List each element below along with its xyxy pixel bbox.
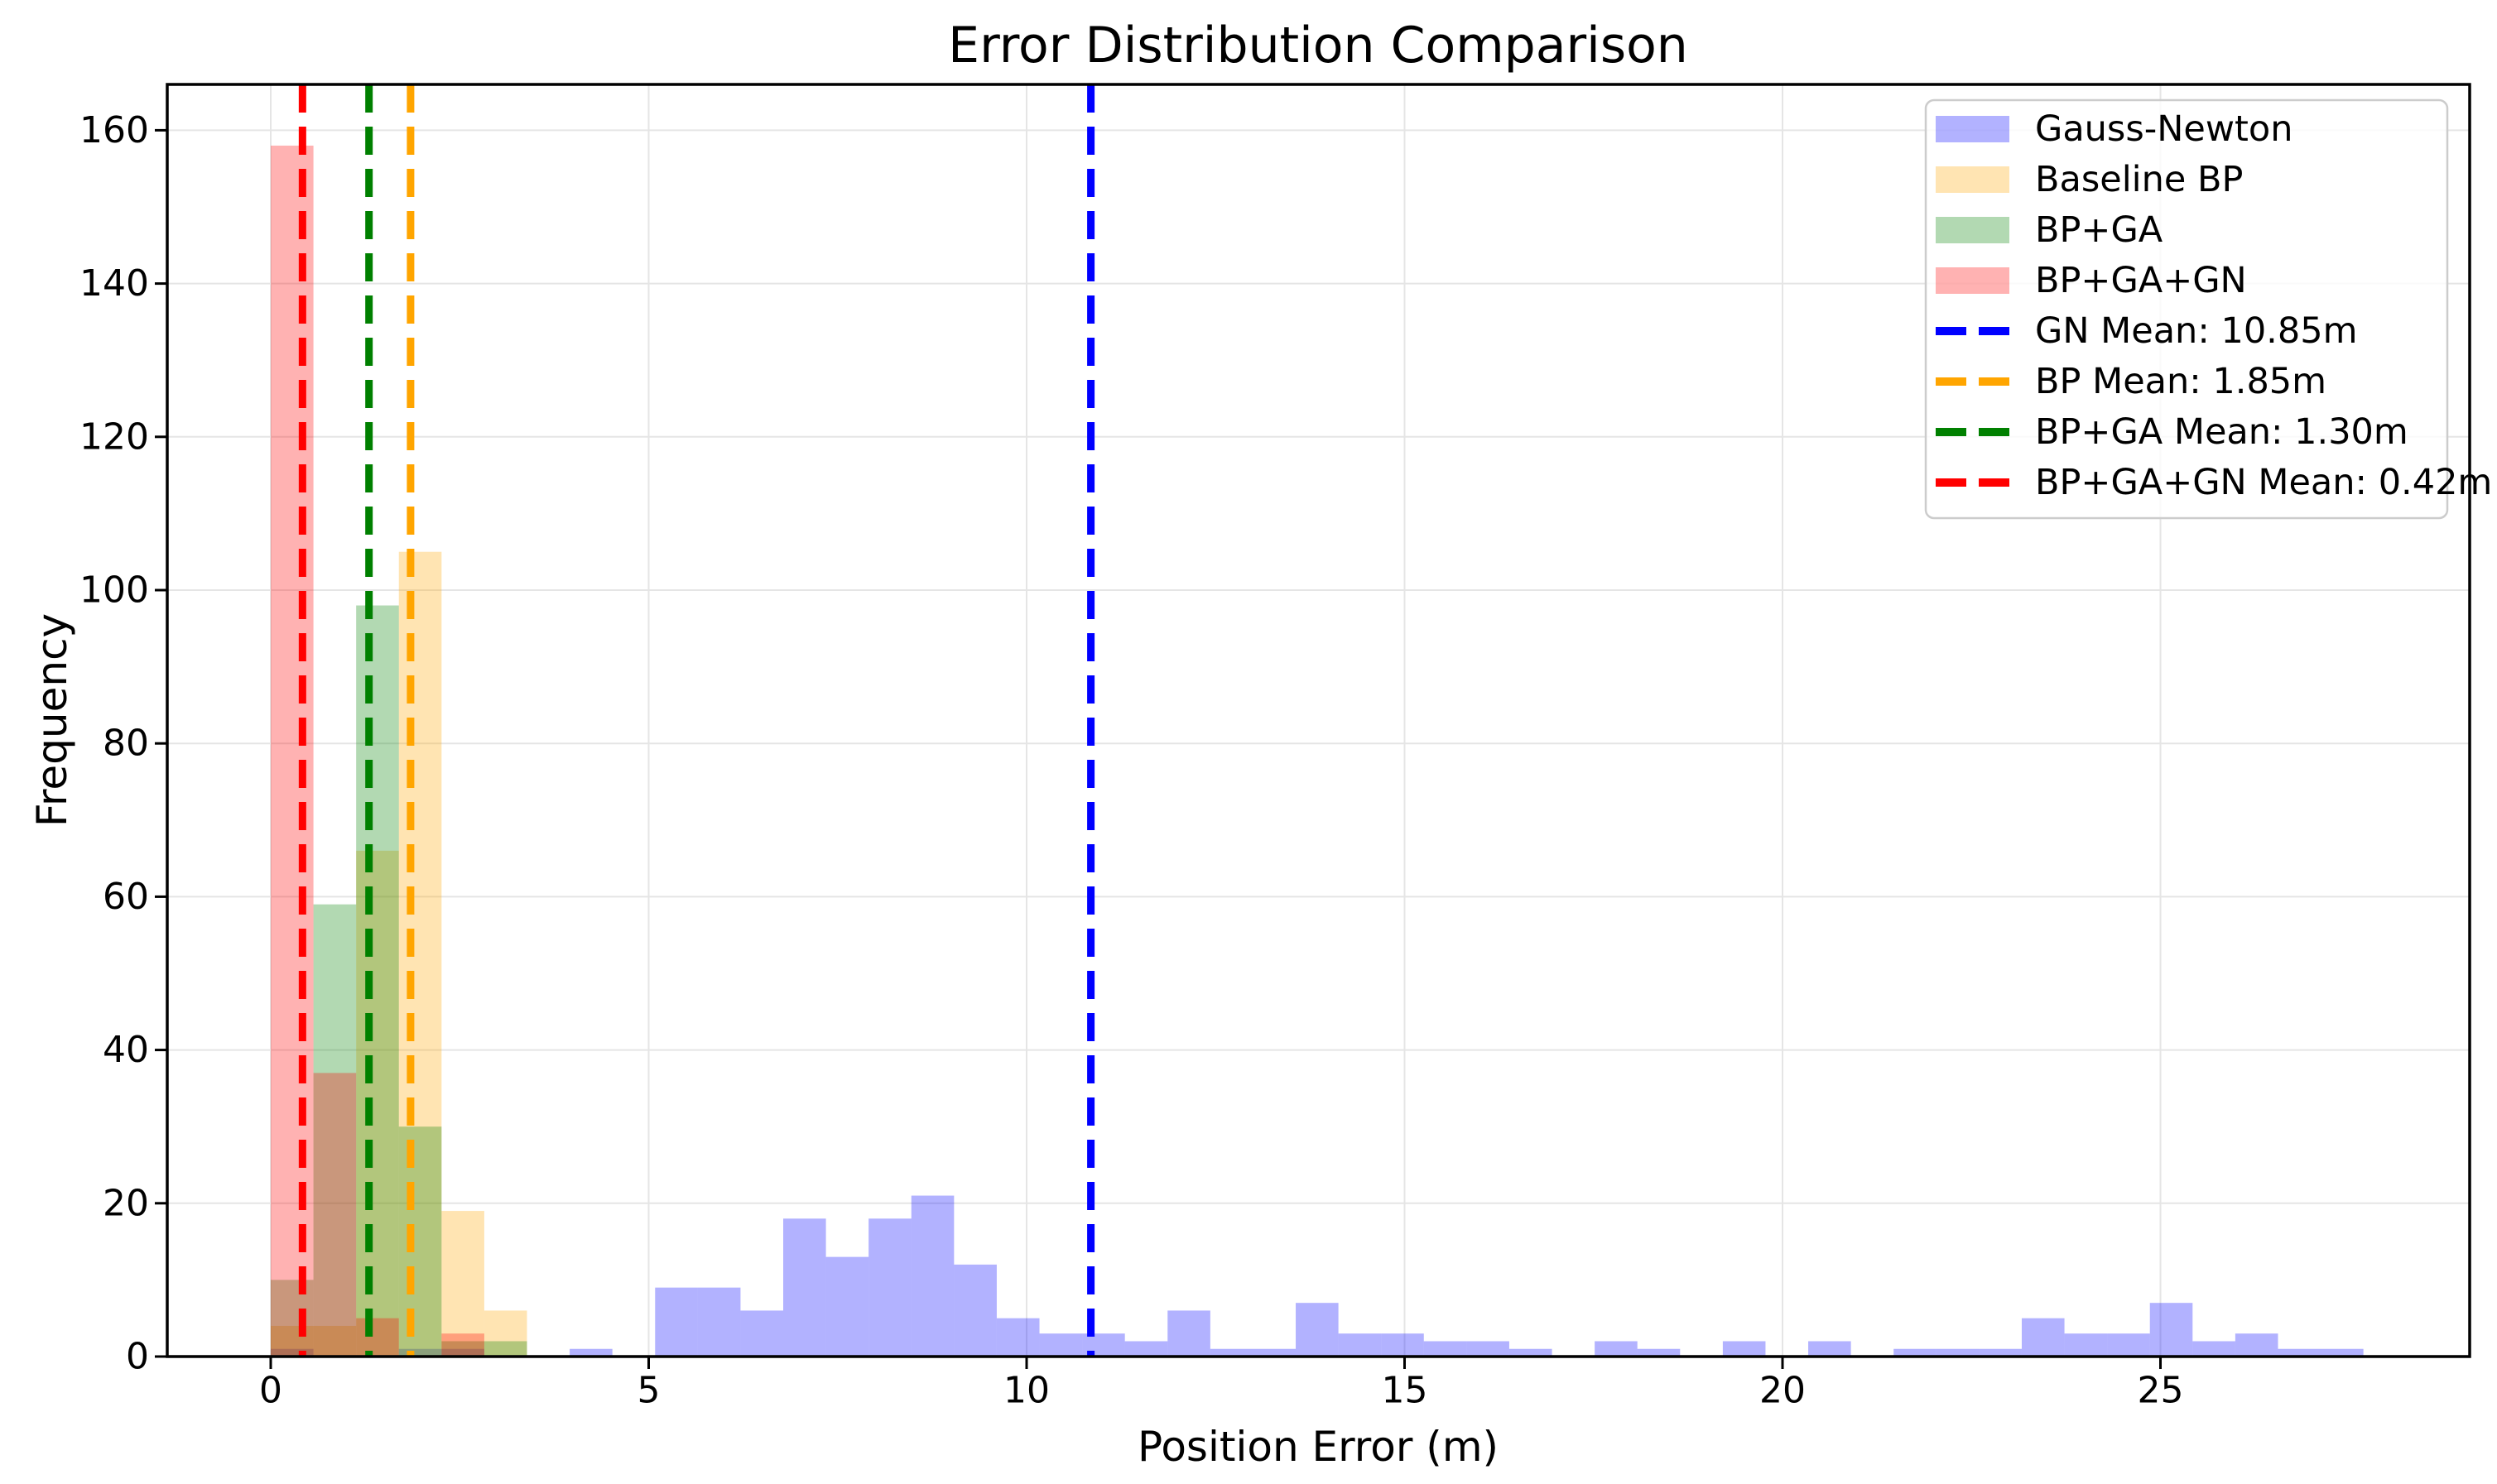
hist-bar-bp-ga bbox=[441, 1341, 484, 1357]
legend-swatch-patch bbox=[1936, 217, 2009, 243]
hist-bar-gauss-newton bbox=[2235, 1333, 2278, 1357]
hist-bar-gauss-newton bbox=[441, 1348, 484, 1357]
hist-bar-gauss-newton bbox=[825, 1256, 869, 1357]
hist-bar-gauss-newton bbox=[954, 1264, 997, 1357]
hist-bar-bp-ga bbox=[313, 904, 357, 1357]
hist-bar-gauss-newton bbox=[1167, 1310, 1210, 1357]
hist-bar-gauss-newton bbox=[1338, 1333, 1382, 1357]
hist-bar-bp-ga-gn bbox=[271, 145, 314, 1357]
hist-bar-bp-ga-gn bbox=[313, 1073, 357, 1357]
y-tick-label: 160 bbox=[79, 109, 149, 151]
y-tick-label: 0 bbox=[126, 1336, 149, 1378]
hist-bar-gauss-newton bbox=[1296, 1303, 1339, 1357]
hist-bar-gauss-newton bbox=[2321, 1348, 2364, 1357]
hist-bar-gauss-newton bbox=[911, 1195, 955, 1357]
y-axis-label: Frequency bbox=[28, 612, 76, 828]
hist-bar-bp-ga-gn bbox=[356, 1318, 399, 1357]
hist-bar-bp-ga bbox=[484, 1341, 527, 1357]
x-tick-label: 5 bbox=[637, 1370, 661, 1412]
hist-bar-gauss-newton bbox=[2149, 1303, 2193, 1357]
hist-bar-gauss-newton bbox=[2192, 1341, 2235, 1357]
hist-bar-gauss-newton bbox=[1423, 1341, 1467, 1357]
y-tick-label: 120 bbox=[79, 415, 149, 458]
hist-bar-gauss-newton bbox=[1637, 1348, 1681, 1357]
hist-bar-gauss-newton bbox=[1508, 1348, 1552, 1357]
hist-bar-gauss-newton bbox=[271, 1348, 314, 1357]
hist-bar-bp-ga bbox=[356, 605, 399, 1357]
y-tick-label: 80 bbox=[103, 723, 149, 765]
hist-bar-gauss-newton bbox=[2278, 1348, 2321, 1357]
hist-bar-gauss-newton bbox=[740, 1310, 784, 1357]
hist-bar-gauss-newton bbox=[1210, 1348, 1253, 1357]
hist-bar-baseline-bp bbox=[484, 1310, 527, 1357]
hist-bar-baseline-bp bbox=[356, 850, 399, 1357]
hist-bar-gauss-newton bbox=[2021, 1318, 2065, 1357]
x-tick-label: 20 bbox=[1759, 1370, 1806, 1412]
legend-swatch-patch bbox=[1936, 267, 2009, 294]
chart-title: Error Distribution Comparison bbox=[948, 17, 1688, 74]
hist-bar-baseline-bp bbox=[441, 1211, 484, 1357]
hist-bar-gauss-newton bbox=[2107, 1333, 2150, 1357]
x-axis-label: Position Error (m) bbox=[1137, 1423, 1499, 1471]
legend-label: GN Mean: 10.85m bbox=[2035, 310, 2357, 352]
hist-bar-gauss-newton bbox=[783, 1218, 826, 1357]
x-tick-label: 25 bbox=[2138, 1370, 2184, 1412]
hist-bar-gauss-newton bbox=[1936, 1348, 1980, 1357]
y-tick-label: 60 bbox=[103, 876, 149, 918]
plot-border bbox=[166, 83, 2471, 1358]
hist-bar-gauss-newton bbox=[398, 1348, 442, 1357]
hist-bar-gauss-newton bbox=[655, 1287, 698, 1357]
hist-bar-gauss-newton bbox=[1039, 1333, 1083, 1357]
hist-bar-gauss-newton bbox=[868, 1218, 912, 1357]
x-tick-label: 15 bbox=[1382, 1370, 1428, 1412]
hist-bar-gauss-newton bbox=[1253, 1348, 1297, 1357]
y-tick-label: 40 bbox=[103, 1029, 149, 1071]
legend-label: BP+GA bbox=[2035, 209, 2163, 251]
legend-label: BP+GA Mean: 1.30m bbox=[2035, 411, 2408, 453]
hist-bar-gauss-newton bbox=[697, 1287, 741, 1357]
y-tick-label: 100 bbox=[79, 569, 149, 612]
hist-bar-baseline-bp bbox=[398, 551, 442, 1357]
hist-bar-gauss-newton bbox=[1893, 1348, 1936, 1357]
hist-bar-gauss-newton bbox=[1595, 1341, 1638, 1357]
hist-bar-baseline-bp bbox=[271, 1325, 314, 1357]
hist-bar-gauss-newton bbox=[996, 1318, 1040, 1357]
y-tick-label: 20 bbox=[103, 1182, 149, 1224]
legend-label: BP+GA+GN bbox=[2035, 260, 2247, 301]
legend-label: BP+GA+GN Mean: 0.42m bbox=[2035, 462, 2492, 503]
legend-swatch-patch bbox=[1936, 116, 2009, 142]
hist-bar-gauss-newton bbox=[1124, 1341, 1168, 1357]
hist-bar-gauss-newton bbox=[1808, 1341, 1851, 1357]
hist-bar-gauss-newton bbox=[1466, 1341, 1509, 1357]
x-tick-label: 10 bbox=[1003, 1370, 1050, 1412]
legend-label: Gauss-Newton bbox=[2035, 108, 2293, 150]
legend-box bbox=[1924, 98, 2449, 520]
x-tick-label: 0 bbox=[259, 1370, 282, 1412]
y-tick-label: 140 bbox=[79, 262, 149, 305]
hist-bar-bp-ga bbox=[271, 1280, 314, 1357]
hist-bar-gauss-newton bbox=[570, 1348, 613, 1357]
hist-bar-gauss-newton bbox=[1979, 1348, 2022, 1357]
legend-label: Baseline BP bbox=[2035, 159, 2243, 200]
hist-bar-gauss-newton bbox=[1722, 1341, 1766, 1357]
hist-bar-bp-ga-gn bbox=[441, 1333, 484, 1357]
legend-swatch-patch bbox=[1936, 166, 2009, 193]
hist-bar-baseline-bp bbox=[313, 1325, 357, 1357]
hist-bar-bp-ga bbox=[398, 1126, 442, 1357]
hist-bar-gauss-newton bbox=[1381, 1333, 1424, 1357]
legend-label: BP Mean: 1.85m bbox=[2035, 361, 2326, 402]
hist-bar-gauss-newton bbox=[2064, 1333, 2108, 1357]
